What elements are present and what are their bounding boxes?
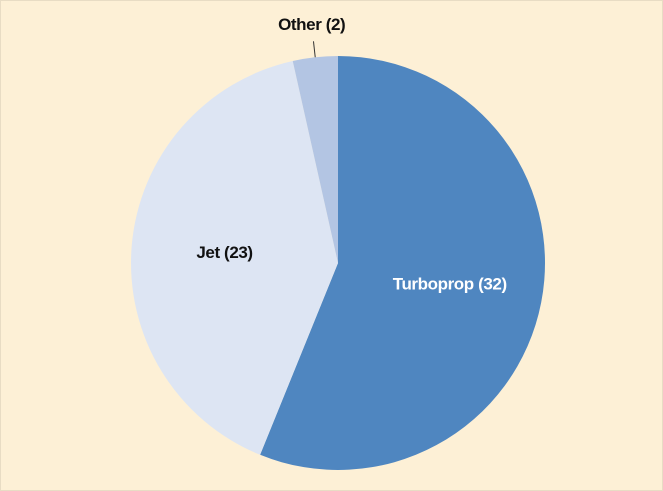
pie-slice xyxy=(292,56,338,263)
data-label: Other (2) xyxy=(278,15,345,34)
data-label: Turboprop (32) xyxy=(393,274,507,293)
leader-line xyxy=(312,41,316,58)
data-label: Jet (23) xyxy=(196,243,252,262)
pie-slice xyxy=(260,56,545,470)
pie-slice xyxy=(131,61,338,455)
